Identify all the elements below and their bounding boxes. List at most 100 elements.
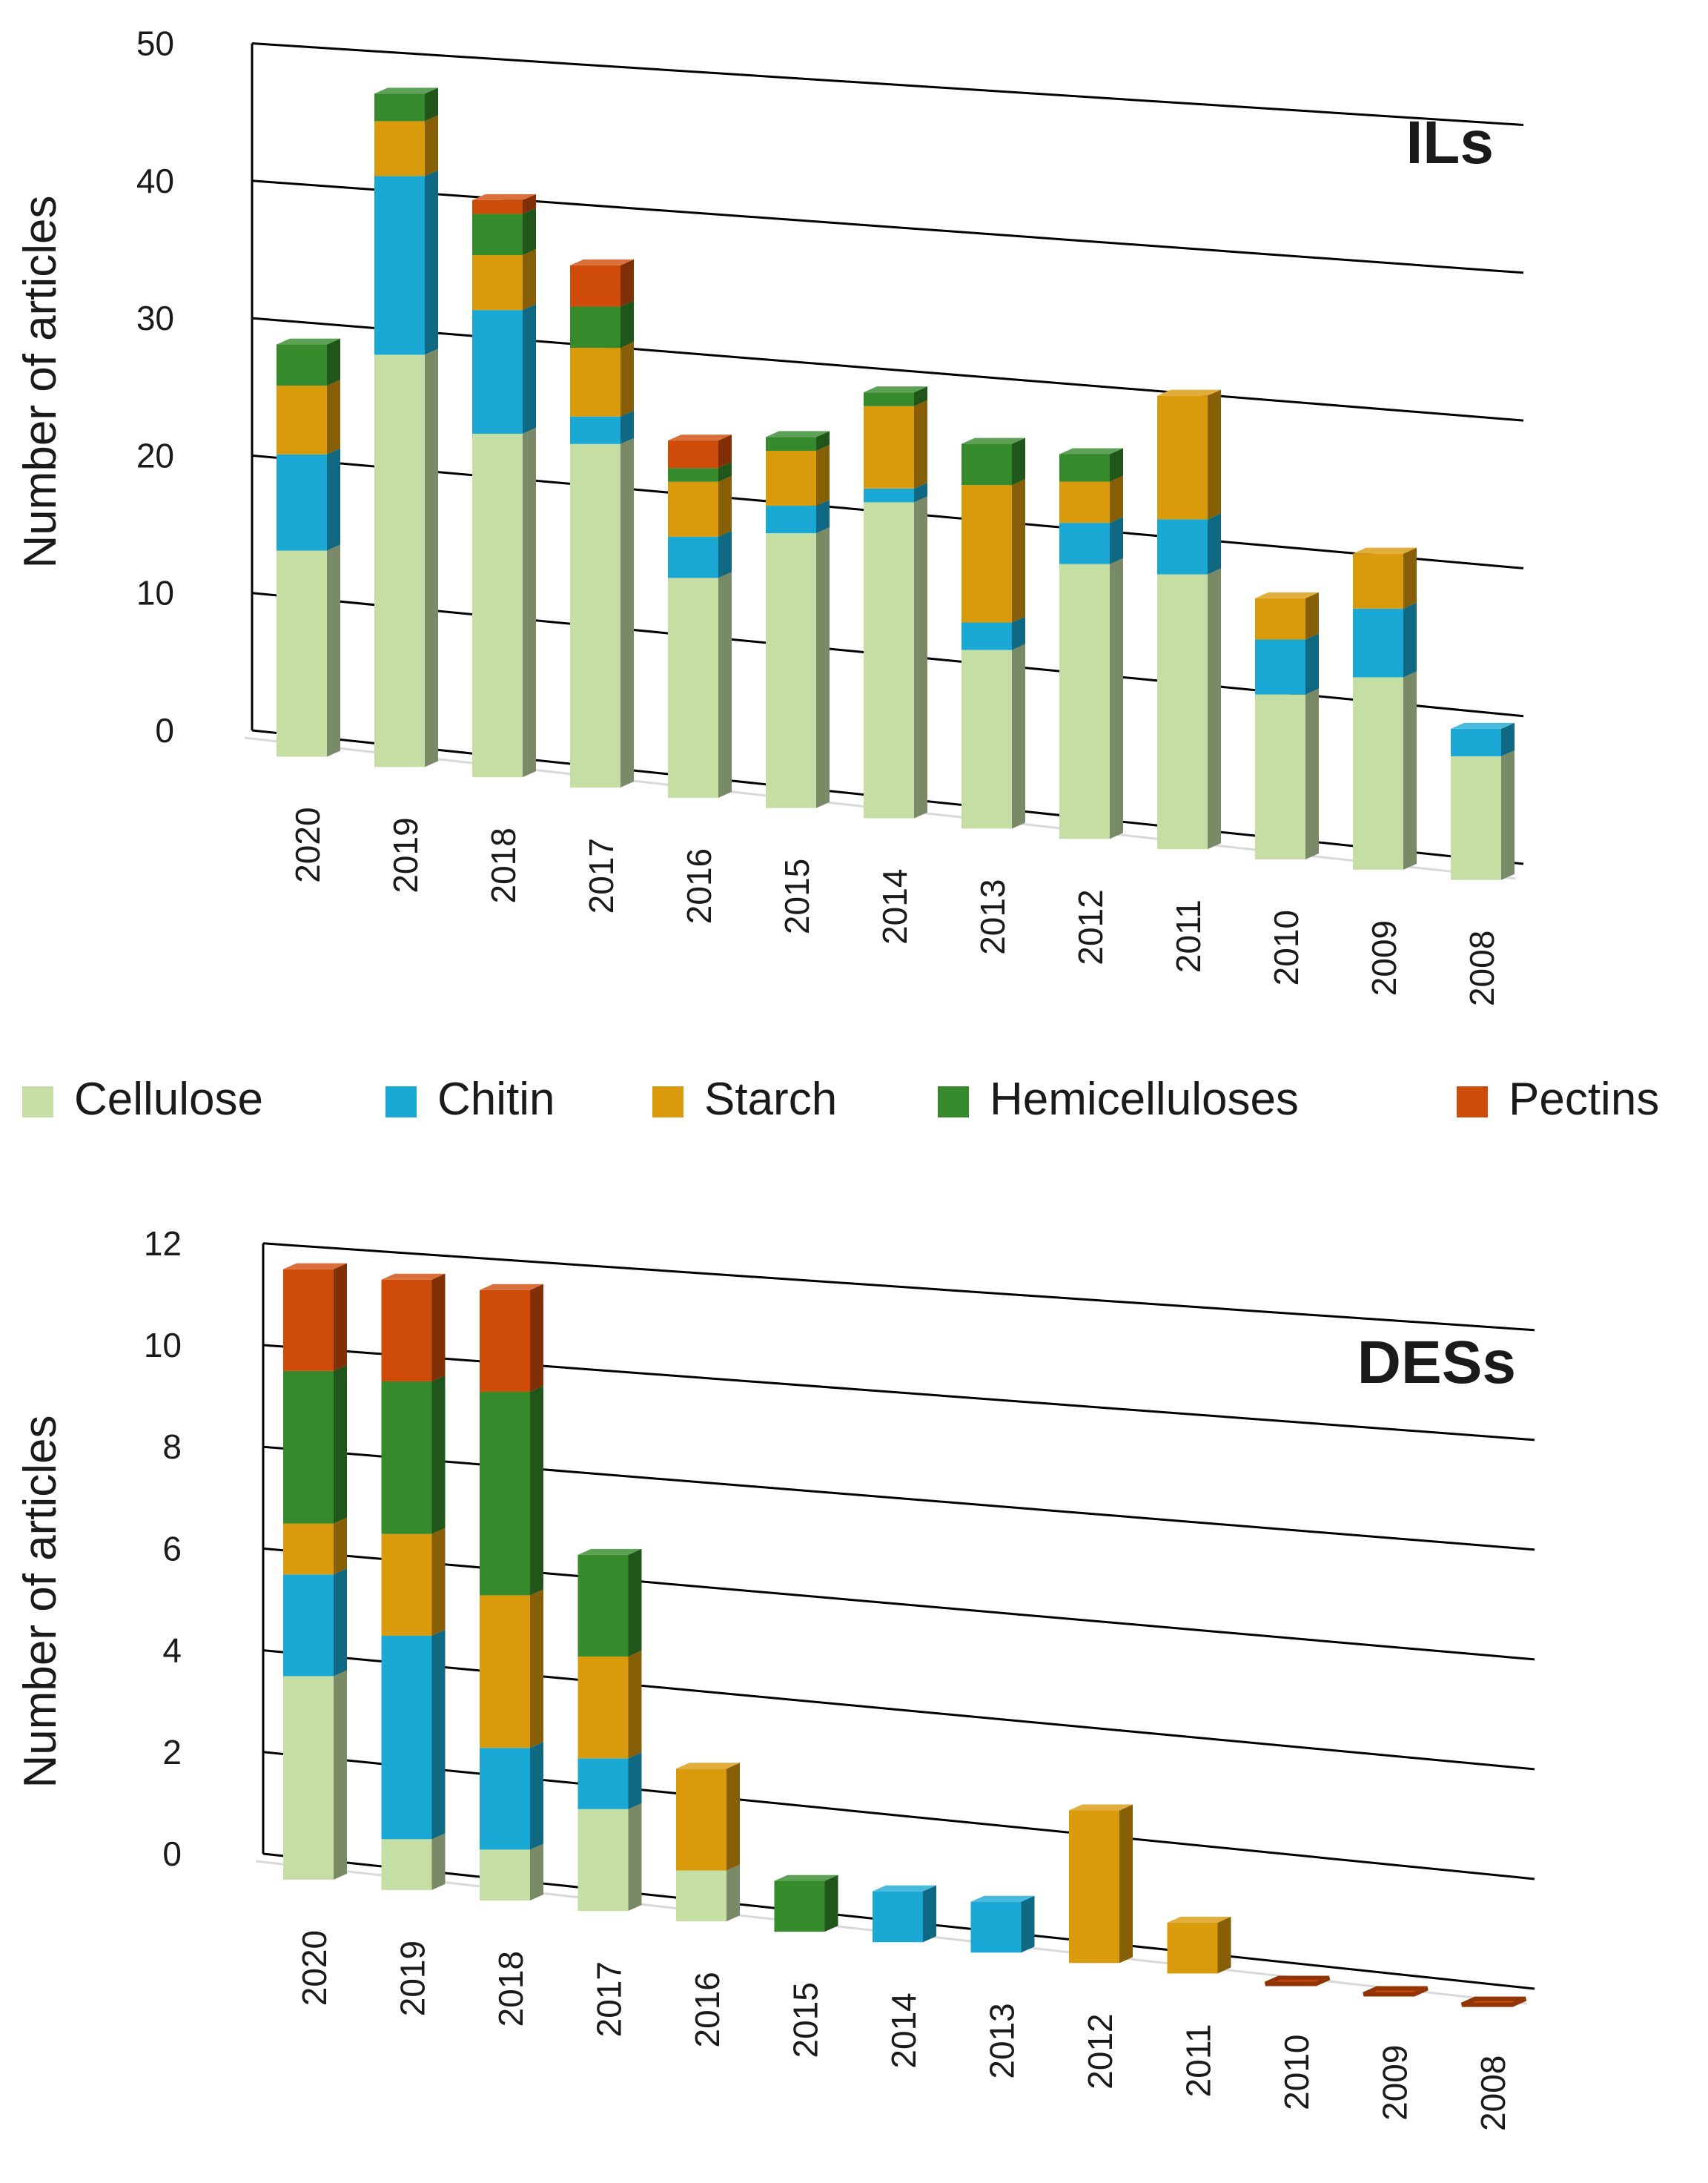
bar-segment-hemicelluloses-2012 — [1059, 448, 1123, 482]
bar-segment-starch-2012 — [1059, 475, 1123, 524]
segment-front — [1353, 553, 1403, 609]
segment-front — [277, 344, 327, 386]
segment-front — [381, 1381, 432, 1534]
segment-front — [480, 1849, 530, 1900]
segment-side — [1208, 389, 1221, 520]
segment-side — [1110, 448, 1123, 482]
bar-segment-cellulose-2011 — [1157, 568, 1221, 850]
bar-segment-hemicelluloses-2019 — [381, 1375, 446, 1534]
segment-front — [668, 481, 718, 537]
bar-segment-starch-2016 — [668, 475, 732, 537]
segment-front — [668, 536, 718, 578]
x-tick-label: 2014 — [875, 869, 914, 945]
segment-side — [425, 170, 438, 355]
chart-title: ILs — [1406, 109, 1494, 176]
segment-side — [1110, 517, 1123, 564]
segment-side — [334, 1670, 347, 1880]
bar-segment-starch-2012 — [1069, 1804, 1133, 1964]
segment-side — [1305, 592, 1319, 640]
segment-side — [620, 259, 634, 307]
segment-front — [1157, 395, 1208, 520]
chart-dess: 0 2 4 6 8 10 12 Number of articles DESs 2020 2019 2… — [15, 1224, 1535, 2131]
bar-segment-cellulose-2009 — [1353, 671, 1417, 870]
segment-side — [718, 530, 732, 578]
bar-segment-hemicelluloses-2017 — [577, 1548, 642, 1657]
bar-segment-pectins-2020 — [283, 1263, 347, 1371]
bar-segment-starch-2014 — [864, 400, 927, 489]
bar-top-cap — [1157, 389, 1221, 396]
bar-segment-chitin-2018 — [472, 304, 536, 434]
bar-top-cap — [472, 194, 536, 200]
bar-top-cap — [1167, 1916, 1231, 1923]
segment-front — [283, 1676, 334, 1880]
x-tick-label: 2010 — [1277, 2034, 1316, 2110]
legend-label: Chitin — [437, 1074, 555, 1125]
segment-front — [1167, 1922, 1218, 1974]
legend: Cellulose Chitin Starch Hemicelluloses Pecti… — [22, 1074, 1659, 1125]
segment-side — [523, 208, 536, 256]
segment-side — [334, 1568, 347, 1677]
bar-segment-chitin-2010 — [1255, 633, 1319, 695]
segment-side — [816, 527, 830, 808]
bar-2008 — [1460, 1996, 1527, 2007]
legend-swatch — [1457, 1086, 1488, 1117]
y-axis-title: Number of articles — [15, 1415, 66, 1788]
bar-top-cap — [774, 1875, 838, 1881]
segment-side — [1501, 722, 1515, 756]
bar-segment-chitin-2020 — [283, 1568, 347, 1677]
segment-side — [914, 482, 927, 503]
segment-front — [766, 450, 816, 506]
x-tick-label: 2012 — [1081, 2013, 1119, 2089]
bar-segment-cellulose-2019 — [381, 1833, 446, 1890]
bar-2017 — [577, 1548, 642, 1912]
bar-segment-pectins-2018 — [472, 194, 536, 214]
y-tick-label: 4 — [162, 1631, 182, 1670]
bar-segment-cellulose-2014 — [864, 496, 927, 819]
segment-front — [766, 533, 816, 808]
x-tick-label: 2016 — [680, 848, 718, 924]
legend-label: Starch — [704, 1074, 837, 1125]
y-tick-label: 0 — [155, 711, 174, 750]
segment-front — [676, 1768, 726, 1871]
bar-2014 — [864, 386, 927, 819]
segment-front — [1069, 1810, 1119, 1964]
segment-front — [283, 1370, 334, 1524]
bar-segment-chitin-2013 — [961, 616, 1025, 650]
segment-front — [570, 348, 620, 417]
segment-side — [431, 1629, 446, 1840]
y-tick-label: 50 — [136, 24, 174, 63]
segment-front — [1157, 519, 1208, 575]
segment-side — [327, 338, 340, 386]
segment-side — [1012, 616, 1025, 650]
segment-side — [628, 1752, 642, 1809]
bar-2009 — [1363, 1986, 1429, 1997]
legend-swatch — [385, 1086, 417, 1117]
segment-front — [1353, 608, 1403, 678]
gridline — [262, 1344, 1535, 1441]
bar-segment-cellulose-2019 — [374, 349, 438, 767]
y-tick-label: 20 — [136, 436, 174, 475]
x-tick-label: 2019 — [394, 1941, 432, 2016]
x-tick-label: 2016 — [688, 1972, 726, 2047]
legend-swatch — [938, 1086, 969, 1117]
segment-front — [480, 1391, 530, 1596]
segment-front — [381, 1635, 432, 1840]
segment-front — [570, 265, 620, 307]
segment-side — [726, 1864, 740, 1922]
segment-front — [766, 506, 816, 534]
bar-segment-starch-2019 — [381, 1528, 446, 1636]
segment-front — [480, 1289, 530, 1392]
segment-front — [864, 406, 914, 489]
bar-segment-cellulose-2008 — [1451, 750, 1515, 880]
bar-2016 — [676, 1763, 740, 1922]
segment-side — [1403, 602, 1417, 678]
segment-side — [620, 300, 634, 349]
bar-segment-chitin-2011 — [1157, 513, 1221, 575]
bar-2013 — [961, 437, 1025, 829]
bar-top-cap — [1363, 1986, 1429, 1997]
segment-front — [480, 1595, 530, 1748]
bar-top-cap — [1264, 1975, 1331, 1987]
bar-top-cap — [283, 1263, 347, 1269]
bar-segment-starch-2018 — [472, 249, 536, 311]
x-tick-label: 2008 — [1463, 931, 1501, 1006]
